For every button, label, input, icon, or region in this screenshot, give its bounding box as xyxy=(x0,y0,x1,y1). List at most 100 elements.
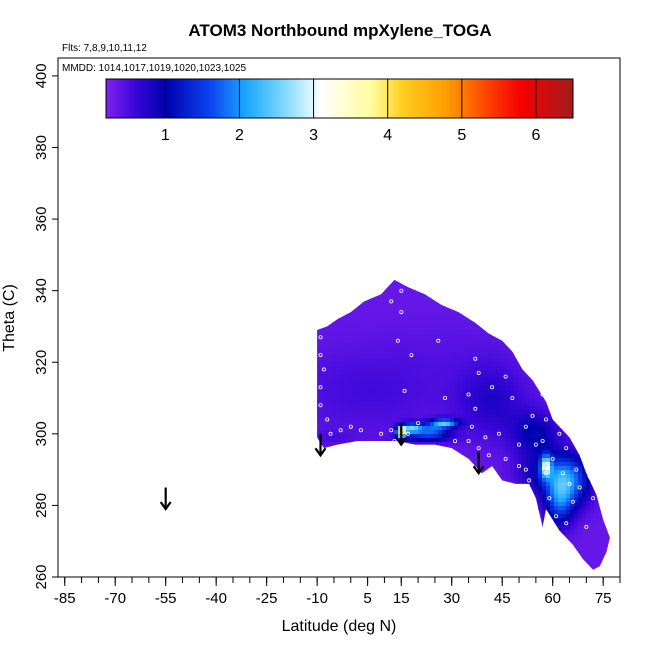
heatmap-cell xyxy=(110,126,115,131)
heatmap-cell xyxy=(78,342,83,347)
heatmap-cell xyxy=(66,110,71,115)
heatmap-cell xyxy=(178,518,183,523)
heatmap-cell xyxy=(174,410,179,415)
heatmap-cell xyxy=(118,482,123,487)
heatmap-cell xyxy=(66,190,71,195)
heatmap-cell xyxy=(158,406,163,411)
heatmap-cell xyxy=(182,178,187,183)
heatmap-cell xyxy=(194,262,199,267)
heatmap-cell xyxy=(198,158,203,163)
heatmap-cell xyxy=(62,358,67,363)
heatmap-cell xyxy=(126,310,131,315)
heatmap-cell xyxy=(202,570,207,575)
heatmap-cell xyxy=(94,238,99,243)
heatmap-cell xyxy=(186,406,191,411)
heatmap-cell xyxy=(162,250,167,255)
heatmap-cell xyxy=(90,338,95,343)
heatmap-cell xyxy=(130,478,135,483)
heatmap-cell xyxy=(70,562,75,567)
heatmap-cell xyxy=(178,574,183,579)
heatmap-cell xyxy=(102,238,107,243)
heatmap-cell xyxy=(66,562,71,567)
heatmap-cell xyxy=(102,550,107,555)
heatmap-cell xyxy=(194,426,199,431)
heatmap-cell xyxy=(82,378,87,383)
heatmap-cell xyxy=(122,122,127,127)
heatmap-cell xyxy=(134,542,139,547)
heatmap-cell xyxy=(142,378,147,383)
heatmap-cell xyxy=(138,558,143,563)
heatmap-cell xyxy=(146,422,151,427)
heatmap-cell xyxy=(114,230,119,235)
heatmap-cell xyxy=(206,222,211,227)
heatmap-cell xyxy=(210,274,215,279)
heatmap-cell xyxy=(122,494,127,499)
heatmap-cell xyxy=(82,298,87,303)
heatmap-cell xyxy=(110,474,115,479)
heatmap-cell xyxy=(126,438,131,443)
heatmap-cell xyxy=(166,450,171,455)
heatmap-cell xyxy=(86,358,91,363)
heatmap-cell xyxy=(174,282,179,287)
heatmap-cell xyxy=(122,502,127,507)
heatmap-cell xyxy=(166,558,171,563)
heatmap-cell xyxy=(138,202,143,207)
heatmap-cell xyxy=(78,238,83,243)
heatmap-cell xyxy=(142,326,147,331)
heatmap-cell xyxy=(66,178,71,183)
heatmap-cell xyxy=(126,374,131,379)
heatmap-cell xyxy=(82,306,87,311)
heatmap-cell xyxy=(166,570,171,575)
heatmap-cell xyxy=(158,458,163,463)
heatmap-cell xyxy=(78,406,83,411)
heatmap-cell xyxy=(194,346,199,351)
heatmap-cell xyxy=(158,274,163,279)
heatmap-cell xyxy=(130,470,135,475)
heatmap-cell xyxy=(170,178,175,183)
heatmap-cell xyxy=(90,166,95,171)
heatmap-cell xyxy=(146,202,151,207)
heatmap-cell xyxy=(194,526,199,531)
heatmap-cell xyxy=(194,430,199,435)
heatmap-cell xyxy=(118,202,123,207)
heatmap-cell xyxy=(150,570,155,575)
heatmap-cell xyxy=(142,162,147,167)
heatmap-cell xyxy=(74,162,79,167)
heatmap-cell xyxy=(154,122,159,127)
heatmap-cell xyxy=(138,358,143,363)
heatmap-cell xyxy=(90,482,95,487)
heatmap-cell xyxy=(198,162,203,167)
heatmap-cell xyxy=(134,482,139,487)
heatmap-cell xyxy=(142,182,147,187)
heatmap-cell xyxy=(190,542,195,547)
heatmap-cell xyxy=(58,58,63,63)
heatmap-cell xyxy=(142,126,147,131)
heatmap-cell xyxy=(210,262,215,267)
heatmap-cell xyxy=(66,182,71,187)
heatmap-cell xyxy=(130,410,135,415)
heatmap-cell xyxy=(82,566,87,571)
heatmap-cell xyxy=(118,134,123,139)
heatmap-cell xyxy=(110,534,115,539)
heatmap-cell xyxy=(194,406,199,411)
heatmap-cell xyxy=(190,458,195,463)
heatmap-cell xyxy=(126,542,131,547)
heatmap-cell xyxy=(102,178,107,183)
heatmap-cell xyxy=(126,198,131,203)
heatmap-cell xyxy=(154,442,159,447)
heatmap-cell xyxy=(174,490,179,495)
heatmap-cell xyxy=(186,154,191,159)
heatmap-cell xyxy=(158,506,163,511)
heatmap-cell xyxy=(94,374,99,379)
heatmap-cell xyxy=(206,354,211,359)
heatmap-cell xyxy=(114,178,119,183)
heatmap-cell xyxy=(194,566,199,571)
heatmap-cell xyxy=(86,394,91,399)
heatmap-cell xyxy=(174,418,179,423)
heatmap-cell xyxy=(162,362,167,367)
heatmap-cell xyxy=(202,506,207,511)
heatmap-cell xyxy=(62,306,67,311)
heatmap-cell xyxy=(130,346,135,351)
heatmap-cell xyxy=(166,538,171,543)
